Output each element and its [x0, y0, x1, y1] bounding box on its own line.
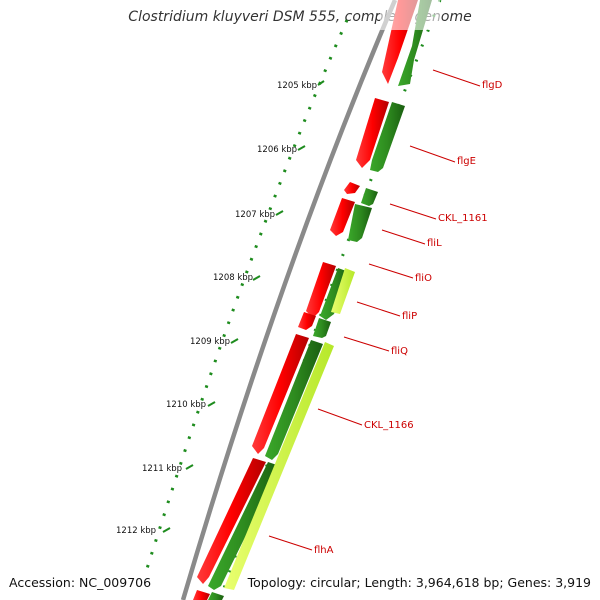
- gene-arrow[interactable]: [348, 204, 372, 242]
- ruler-tick: [252, 275, 261, 281]
- green-gene-track: [208, 0, 432, 600]
- gene-label[interactable]: CKL_1166: [364, 420, 414, 431]
- ruler-label: 1211 kbp: [142, 464, 182, 474]
- leader-line: [356, 301, 401, 317]
- gene-arrow[interactable]: [331, 268, 355, 314]
- gene-arrow[interactable]: [344, 182, 360, 194]
- ruler-label: 1208 kbp: [213, 273, 253, 283]
- gene-arrow[interactable]: [197, 458, 266, 584]
- gene-arrow[interactable]: [313, 318, 331, 338]
- gene-arrow[interactable]: [298, 312, 316, 330]
- ruler: 1205 kbp 1206 kbp 1207 kbp 1208 kbp 1209…: [116, 80, 325, 536]
- leader-line: [268, 535, 313, 551]
- gene-label[interactable]: flhA: [314, 545, 334, 556]
- gene-arrow[interactable]: [224, 342, 334, 590]
- ruler-tick: [185, 464, 194, 470]
- leader-line: [432, 69, 481, 87]
- ruler-tick: [207, 401, 216, 407]
- gene-arrow[interactable]: [252, 334, 309, 454]
- ruler-label: 1212 kbp: [116, 526, 156, 536]
- leader-line: [317, 408, 363, 426]
- ruler-label: 1205 kbp: [277, 81, 317, 91]
- gene-arrow[interactable]: [361, 188, 378, 206]
- gene-label[interactable]: fliP: [402, 311, 417, 322]
- ruler-tick: [230, 338, 239, 344]
- gene-arrow[interactable]: [356, 98, 389, 168]
- ruler-label: 1206 kbp: [257, 145, 297, 155]
- yellow-gene-track: [224, 268, 355, 590]
- ruler-label: 1210 kbp: [166, 400, 206, 410]
- gene-label[interactable]: fliL: [427, 238, 442, 249]
- gene-arrow[interactable]: [208, 462, 280, 590]
- ruler-tick: [275, 210, 284, 216]
- leader-line: [343, 336, 390, 352]
- gene-arrow[interactable]: [330, 198, 355, 236]
- gene-arrow[interactable]: [370, 102, 405, 172]
- top-fade-overlay: [380, 0, 440, 30]
- gene-label[interactable]: flgE: [457, 156, 476, 167]
- genome-backbone: [180, 0, 398, 600]
- gene-label[interactable]: flgD: [482, 80, 503, 91]
- ruler-label: 1207 kbp: [235, 210, 275, 220]
- ruler-tick: [162, 527, 171, 533]
- gene-arrow[interactable]: [193, 590, 210, 600]
- gene-arrow[interactable]: [306, 262, 336, 318]
- gene-label[interactable]: fliO: [415, 273, 432, 284]
- leader-line: [389, 203, 437, 220]
- gene-arrow[interactable]: [208, 592, 224, 600]
- gene-labels: flgD flgE CKL_1161 fliL fliO fliP fliQ C…: [268, 69, 503, 556]
- gene-label[interactable]: fliQ: [391, 346, 408, 357]
- red-gene-track: [193, 0, 418, 600]
- accession-text: Accession: NC_009706: [9, 575, 152, 590]
- genome-summary-text: Topology: circular; Length: 3,964,618 bp…: [247, 575, 591, 590]
- leader-line: [368, 263, 414, 279]
- gene-arrow[interactable]: [265, 340, 323, 460]
- leader-line: [409, 145, 456, 163]
- ruler-label: 1209 kbp: [190, 337, 230, 347]
- gene-label[interactable]: CKL_1161: [438, 213, 488, 224]
- ruler-tick: [297, 145, 306, 151]
- leader-line: [381, 229, 426, 245]
- ruler-tick: [317, 80, 325, 86]
